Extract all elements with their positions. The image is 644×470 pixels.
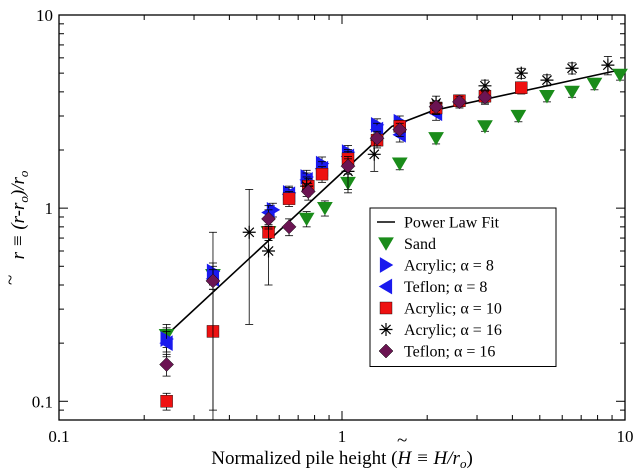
data-point	[514, 66, 528, 80]
data-point	[159, 357, 174, 372]
x-tick-label: 0.1	[48, 427, 69, 446]
data-point	[515, 81, 528, 94]
data-point	[282, 192, 296, 205]
x-tick-label: 1	[338, 427, 347, 446]
data-point	[477, 89, 493, 105]
data-point	[300, 184, 316, 199]
x-tick-label: 10	[617, 427, 634, 446]
x-title-part-2: H	[396, 448, 412, 469]
legend-marker	[378, 237, 394, 251]
x-title-part-1: Normalized pile height (	[211, 448, 397, 469]
y-title-part-3: o	[16, 196, 31, 203]
legend-marker	[379, 323, 393, 336]
data-marks	[158, 56, 628, 421]
y-title-part-1: r	[8, 251, 29, 259]
data-point	[242, 225, 256, 239]
data-point	[392, 122, 408, 137]
legend-label: Sand	[404, 236, 436, 253]
legend-label: Acrylic; α = 10	[404, 301, 502, 318]
data-point	[160, 395, 173, 408]
y-tick-label: 10	[36, 6, 53, 25]
data-point	[340, 158, 356, 174]
legend-label: Teflon; α = 16	[404, 344, 495, 361]
x-title-part-4: o	[460, 456, 467, 470]
y-title-part-2: ≡ (r-r	[8, 202, 29, 252]
legend: Power Law Fit Sand Acrylic; α = 8 Teflon; α…	[369, 207, 557, 367]
data-point	[539, 90, 555, 104]
data-point	[281, 219, 297, 235]
data-point	[159, 335, 173, 352]
legend-label: Teflon; α = 8	[404, 279, 487, 296]
y-axis-title: r ≡ (r-ro)/ro	[8, 170, 31, 259]
data-point	[261, 211, 276, 227]
data-point	[477, 120, 493, 134]
legend-marker	[378, 343, 394, 359]
legend-marker	[378, 278, 393, 295]
series-group	[159, 89, 493, 411]
legend-label: Acrylic; α = 16	[404, 322, 502, 339]
data-point	[564, 85, 580, 100]
data-point	[601, 58, 615, 72]
series-group	[160, 113, 408, 353]
data-point	[298, 212, 315, 227]
data-point	[317, 202, 333, 216]
y-title-part-5: o	[16, 170, 31, 177]
legend-label: Power Law Fit	[404, 215, 500, 232]
y-title-part-4: )/r	[8, 176, 29, 197]
data-point	[452, 94, 467, 110]
y-tick-label: 0.1	[32, 392, 53, 411]
data-point	[315, 167, 329, 181]
data-point	[428, 132, 444, 146]
x-title-part-3: ≡ H/r	[411, 448, 460, 469]
legend-marker	[379, 301, 393, 315]
legend-label: Acrylic; α = 8	[404, 258, 494, 275]
legend-box	[369, 207, 557, 367]
data-point	[478, 79, 492, 93]
x-title-tilde: ~	[397, 430, 407, 451]
data-point	[367, 147, 381, 161]
x-axis-title: Normalized pile height (H ≡ H/ro)	[211, 448, 473, 470]
data-point	[510, 109, 527, 124]
data-point	[391, 157, 408, 171]
data-point	[612, 68, 628, 83]
data-point	[565, 61, 579, 75]
tick-labels: 0.1 1 10 0.1 1 10	[32, 6, 634, 446]
axis-ticks	[58, 15, 626, 421]
legend-marker	[379, 257, 394, 273]
y-title-tilde: ~	[0, 275, 21, 285]
y-tick-label: 1	[45, 199, 54, 218]
data-point	[262, 244, 276, 258]
data-point	[586, 77, 603, 92]
data-point	[540, 73, 554, 87]
x-title-part-5: )	[466, 448, 472, 469]
data-point	[205, 273, 221, 289]
data-point	[428, 99, 444, 115]
data-point	[369, 130, 385, 146]
